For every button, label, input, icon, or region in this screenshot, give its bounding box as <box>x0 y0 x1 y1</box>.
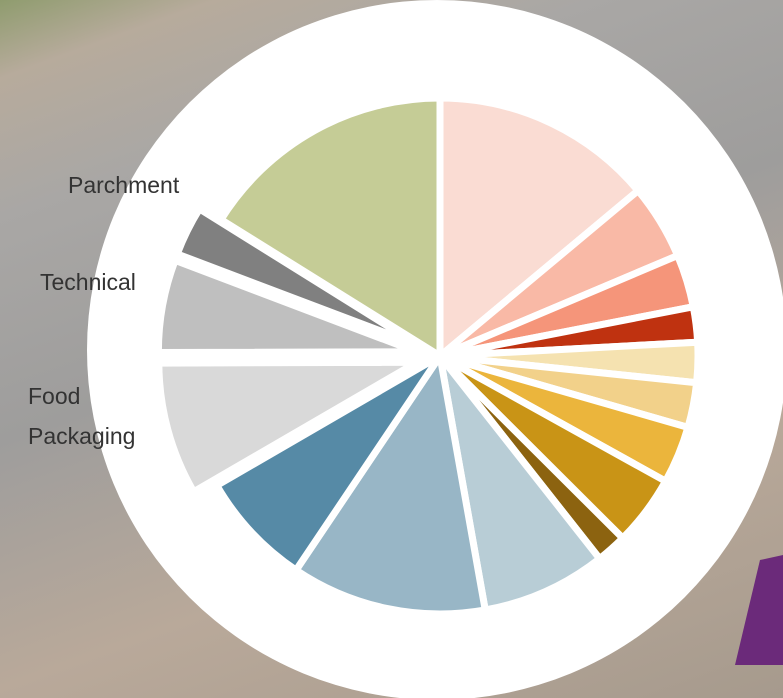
pie-slice <box>216 94 444 363</box>
pie-slice <box>154 255 418 357</box>
pie-slice <box>436 353 605 615</box>
slice-label: Technical <box>40 269 136 295</box>
logo-fragment <box>735 555 783 665</box>
slice-label: Parchment <box>68 172 180 198</box>
pie-slice <box>212 352 443 575</box>
slice-label: Food Packaging <box>28 383 136 449</box>
pie-slice <box>436 94 643 364</box>
pie-slice <box>291 346 490 618</box>
pie-slice <box>172 204 421 349</box>
pie-slice <box>155 358 430 497</box>
